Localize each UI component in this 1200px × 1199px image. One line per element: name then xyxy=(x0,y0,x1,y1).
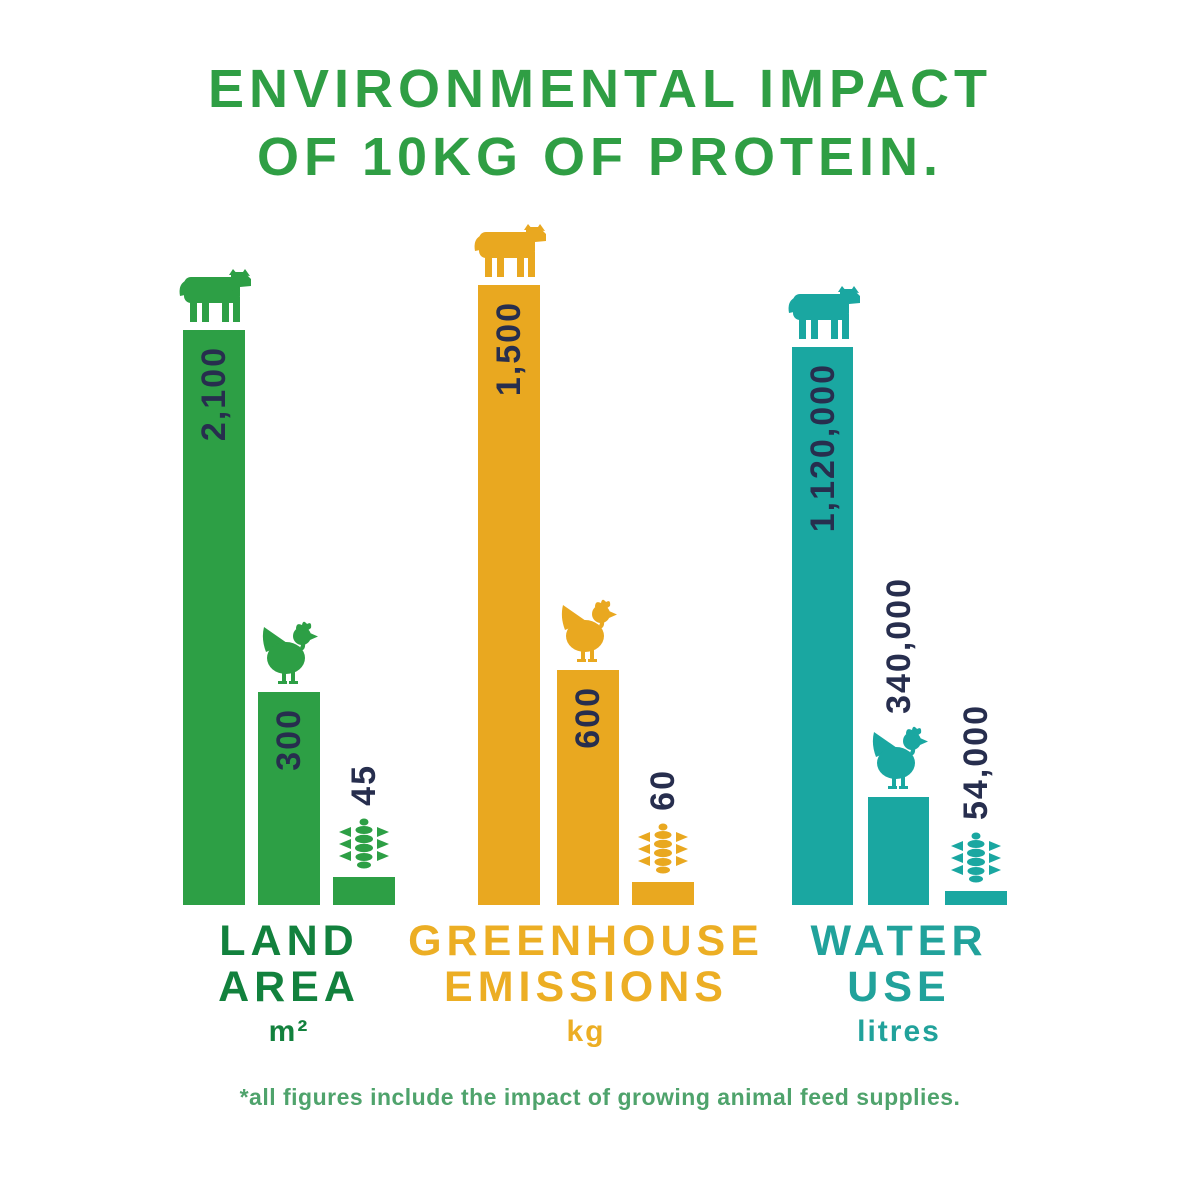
bar-unit: 600 xyxy=(557,599,619,905)
bar: 300 xyxy=(258,692,320,905)
bar-unit: 2,100 xyxy=(179,269,251,905)
title-line-1: ENVIRONMENTAL IMPACT xyxy=(208,59,992,119)
bar xyxy=(868,797,929,905)
chicken-icon xyxy=(260,621,318,685)
bar-value-label: 600 xyxy=(569,686,607,749)
footnote: *all figures include the impact of growi… xyxy=(239,1084,961,1110)
group-label-line: EMISSIONS xyxy=(444,963,728,1012)
title-line-2: OF 10KG OF PROTEIN. xyxy=(256,126,944,187)
bar-unit: 54,000 xyxy=(945,704,1007,905)
cow-icon xyxy=(177,269,251,323)
bar-value-label: 340,000 xyxy=(879,577,918,714)
bar-unit: 300 xyxy=(258,621,320,905)
wheat-icon xyxy=(948,832,1004,884)
group-labels: LAND AREA m² GREENHOUSE EMISSIONS kg WATER USE l… xyxy=(0,918,1200,1068)
bar xyxy=(632,882,694,905)
group-unit-label: kg xyxy=(566,1014,606,1048)
bar: 2,100 xyxy=(183,330,245,905)
bar-value-label: 45 xyxy=(345,764,383,806)
bar-unit: 45 xyxy=(333,764,395,905)
bar-unit: 1,120,000 xyxy=(788,286,860,905)
bar-value-label: 60 xyxy=(644,769,682,811)
bar xyxy=(333,877,395,905)
bar-chart: 2,100 300 45 1,500 600 60 1,120,000 340,000 54,0… xyxy=(0,213,1200,905)
group-unit-label: m² xyxy=(268,1014,310,1048)
group-unit-label: litres xyxy=(857,1014,941,1048)
group-label-line: AREA xyxy=(218,963,360,1012)
bar-value-label: 1,120,000 xyxy=(803,363,842,533)
bar: 600 xyxy=(557,670,619,905)
wheat-icon xyxy=(635,823,691,875)
bar-unit: 1,500 xyxy=(474,224,546,905)
group-label-line: USE xyxy=(847,963,951,1012)
bar-unit: 340,000 xyxy=(868,577,929,905)
bar xyxy=(945,891,1007,905)
bar-unit: 60 xyxy=(632,769,694,905)
bar-value-label: 2,100 xyxy=(195,346,233,442)
group-label-line: WATER xyxy=(810,917,988,965)
bar-value-label: 1,500 xyxy=(490,301,528,397)
group-label-line: GREENHOUSE xyxy=(408,917,764,965)
bar-value-label: 300 xyxy=(270,708,308,771)
bar-value-label: 54,000 xyxy=(957,704,995,820)
wheat-icon xyxy=(336,818,392,870)
chicken-icon xyxy=(870,726,928,790)
cow-icon xyxy=(786,286,860,340)
group-label: WATER USE litres xyxy=(810,918,987,1048)
bar: 1,500 xyxy=(478,285,540,905)
page-title: ENVIRONMENTAL IMPACT OF 10KG OF PROTEIN. xyxy=(0,56,1200,191)
group-label: GREENHOUSE EMISSIONS kg xyxy=(408,918,764,1048)
chicken-icon xyxy=(559,599,617,663)
group-label: LAND AREA m² xyxy=(218,918,360,1048)
cow-icon xyxy=(472,224,546,278)
bar: 1,120,000 xyxy=(792,347,853,905)
group-label-line: LAND xyxy=(219,917,359,965)
